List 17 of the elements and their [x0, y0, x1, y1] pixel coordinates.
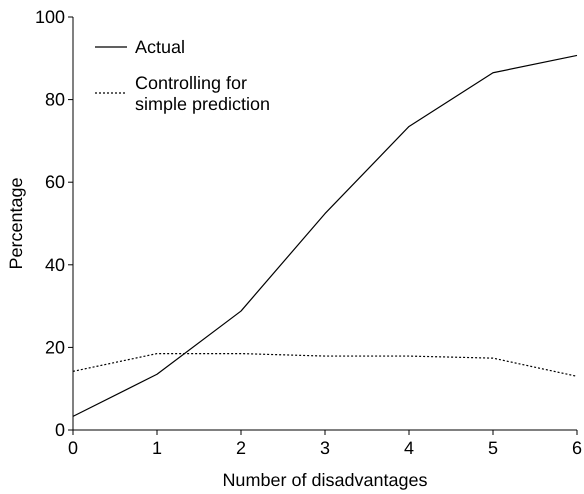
x-tick-label: 3: [320, 438, 330, 458]
y-tick-label: 60: [44, 172, 65, 192]
x-tick-label: 1: [152, 438, 162, 458]
x-tick-label: 6: [572, 438, 582, 458]
y-axis-title: Percentage: [6, 177, 26, 270]
y-tick-label: 40: [44, 254, 65, 275]
y-tick-label: 20: [44, 337, 65, 358]
y-tick-label: 100: [34, 7, 65, 27]
x-tick-label: 5: [488, 438, 498, 458]
x-tick-label: 2: [236, 438, 246, 458]
x-axis-title: Number of disadvantages: [222, 470, 428, 490]
y-tick-label: 0: [54, 420, 65, 440]
legend-label: Actual: [135, 37, 186, 57]
x-tick-label: 0: [68, 438, 78, 458]
legend-label: Controlling for simple prediction: [135, 73, 270, 114]
x-tick-label: 4: [404, 438, 414, 458]
y-tick-label: 80: [44, 90, 65, 110]
